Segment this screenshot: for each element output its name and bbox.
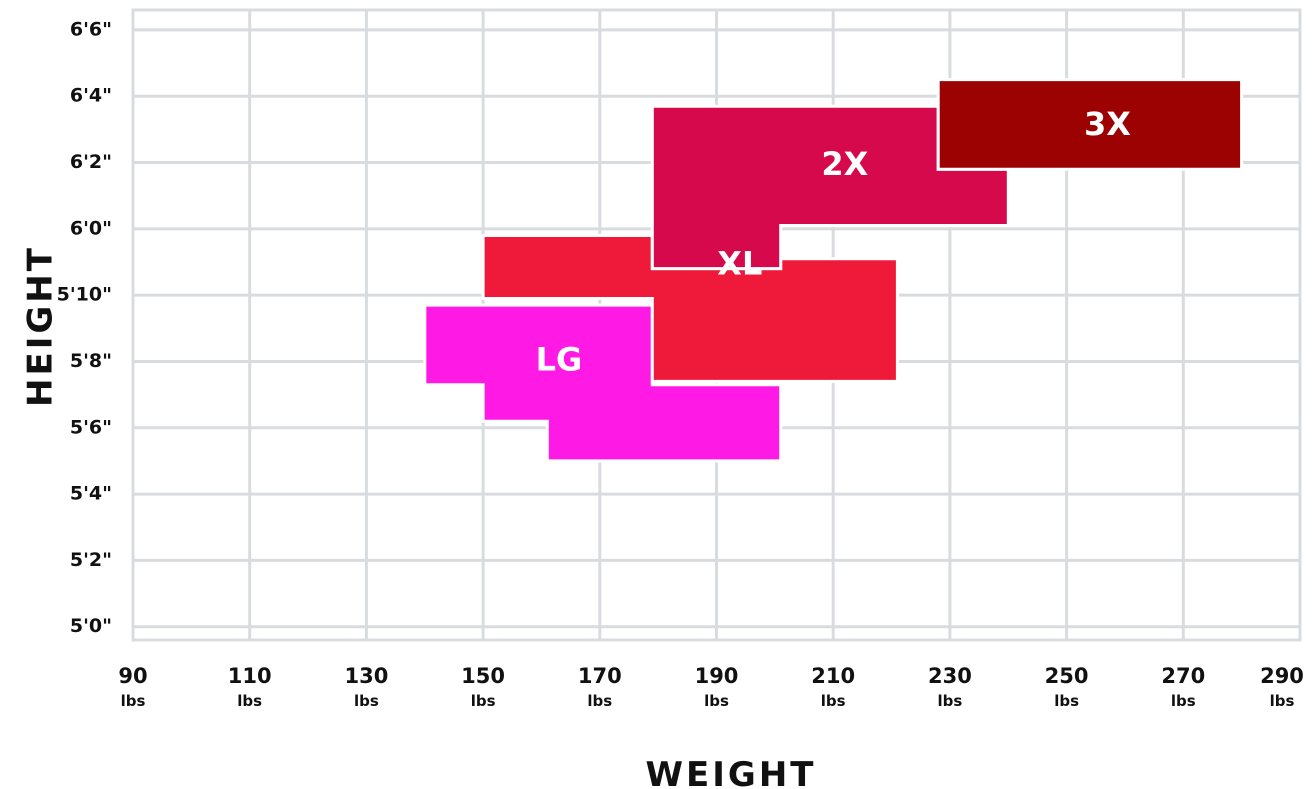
x-tick-label: 230 [928, 664, 972, 688]
y-tick-label: 5'0" [70, 615, 112, 637]
x-tick-label: 250 [1045, 664, 1089, 688]
y-axis-title: HEIGHT [21, 245, 61, 407]
x-tick-unit: lbs [937, 692, 962, 710]
x-tick-label: 130 [344, 664, 388, 688]
size-label-xl: XL [717, 244, 762, 282]
x-tick-label: 290 [1260, 664, 1304, 688]
x-axis-title: WEIGHT [646, 755, 817, 789]
y-tick-label: 5'4" [70, 483, 112, 505]
x-tick-label: 150 [461, 664, 505, 688]
y-axis-ticks: 5'0" 5'2" 5'4" 5'6" 5'8" 5'10" 6'0" 6'2" 6'4" 6'6… [57, 18, 112, 637]
x-tick-label: 190 [695, 664, 739, 688]
size-label-3x: 3X [1084, 105, 1131, 143]
size-regions [423, 78, 1244, 463]
x-tick-unit: lbs [1270, 692, 1295, 710]
y-tick-label: 6'0" [70, 217, 112, 239]
x-tick-unit: lbs [587, 692, 612, 710]
x-tick-unit: lbs [704, 692, 729, 710]
x-tick-unit: lbs [821, 692, 846, 710]
x-tick-unit: lbs [237, 692, 262, 710]
x-tick-unit: lbs [1054, 692, 1079, 710]
x-tick-label: 270 [1161, 664, 1205, 688]
x-tick-label: 210 [811, 664, 855, 688]
y-tick-label: 5'10" [57, 284, 112, 306]
x-tick-unit: lbs [471, 692, 496, 710]
x-tick-label: 110 [228, 664, 272, 688]
size-region-3x [936, 78, 1244, 171]
y-tick-label: 5'2" [70, 549, 112, 571]
y-tick-label: 5'8" [70, 350, 112, 372]
size-label-2x: 2X [821, 145, 868, 183]
x-tick-unit: lbs [1171, 692, 1196, 710]
y-tick-label: 6'2" [70, 151, 112, 173]
x-tick-unit: lbs [121, 692, 146, 710]
region-labels: LG XL 2X 3X [536, 105, 1132, 378]
y-tick-label: 6'4" [70, 85, 112, 107]
size-label-lg: LG [536, 340, 583, 378]
x-tick-label: 170 [578, 664, 622, 688]
x-tick-label: 90 [118, 664, 147, 688]
y-tick-label: 6'6" [70, 18, 112, 40]
x-tick-unit: lbs [354, 692, 379, 710]
y-tick-label: 5'6" [70, 416, 112, 438]
x-axis-ticks: 90 lbs 110 lbs 130 lbs 150 lbs 170 lbs 190 lbs 210 lb… [118, 664, 1304, 710]
